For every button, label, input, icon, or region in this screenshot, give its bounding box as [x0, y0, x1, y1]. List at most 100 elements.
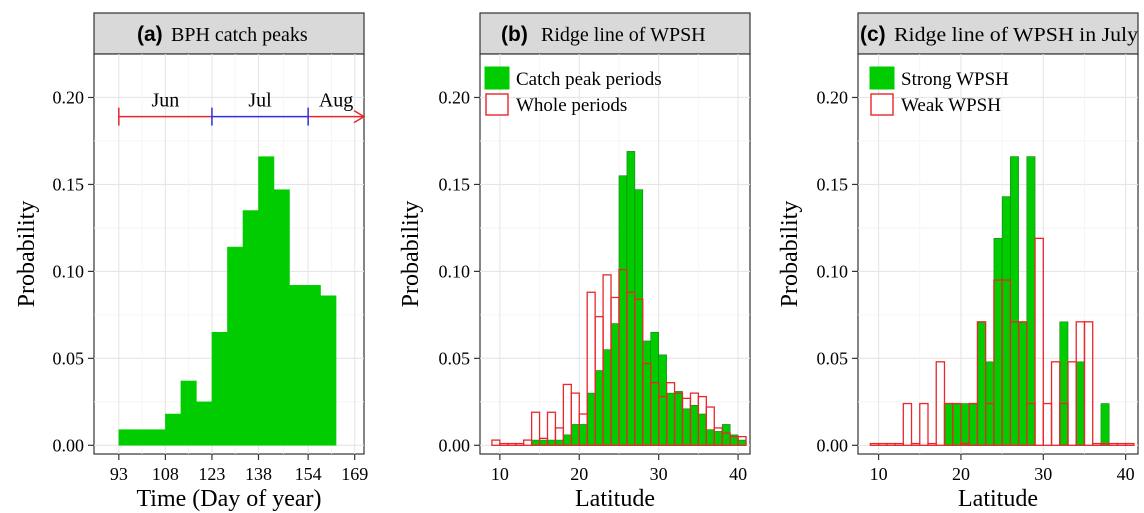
- month-label-aug: Aug: [319, 90, 353, 112]
- histogram-bar: [1059, 321, 1069, 446]
- panel-a-x-ticks: 93 108 123 138 154 169: [110, 454, 368, 484]
- histogram-bar: [634, 189, 644, 446]
- legend-swatch-whole: [485, 93, 509, 116]
- y-tick-label: 0.15: [439, 174, 471, 194]
- histogram-bar-outline: [976, 321, 987, 446]
- histogram-bar-outline: [491, 439, 501, 446]
- histogram-bar-outline: [737, 435, 747, 446]
- y-tick-label: 0.15: [53, 174, 85, 194]
- histogram-bar: [713, 431, 723, 446]
- histogram-bar: [165, 413, 182, 446]
- panel-a-strip: [93, 12, 365, 55]
- histogram-bar: [196, 401, 213, 446]
- histogram-bar: [1001, 196, 1011, 446]
- panel-c-y-ticks: 0.00 0.05 0.10 0.15 0.20: [817, 87, 858, 455]
- panel-a-y-ticks: 0.00 0.05 0.10 0.15 0.20: [53, 87, 94, 455]
- x-tick-label: 40: [1117, 464, 1135, 484]
- x-tick-label: 123: [198, 464, 225, 484]
- legend-label-catch-peak: Catch peak periods: [516, 69, 662, 90]
- x-tick-label: 40: [729, 464, 747, 484]
- x-tick-label: 10: [870, 464, 888, 484]
- x-tick-label: 10: [491, 464, 509, 484]
- histogram-bar-outline: [1017, 321, 1028, 446]
- histogram-bar: [242, 210, 259, 446]
- histogram-bar: [149, 429, 166, 446]
- histogram-bar-outline: [1124, 442, 1135, 446]
- histogram-bar: [1010, 156, 1019, 446]
- histogram-bar: [258, 156, 275, 446]
- x-tick-label: 169: [341, 464, 368, 484]
- histogram-bar: [134, 429, 151, 446]
- histogram-bar: [602, 349, 612, 446]
- histogram-bar: [952, 403, 962, 446]
- y-tick-label: 0.00: [439, 435, 471, 455]
- panel-b-title: Ridge line of WPSH: [541, 24, 706, 46]
- histogram-bar: [706, 429, 715, 446]
- histogram-bar: [211, 332, 228, 446]
- y-tick-label: 0.20: [817, 87, 849, 107]
- x-tick-label: 108: [152, 464, 179, 484]
- histogram-bar: [721, 424, 731, 446]
- panel-c-x-axis-title: Latitude: [958, 486, 1038, 512]
- panel-c-x-ticks: 10 20 30 40: [870, 454, 1135, 484]
- legend-swatch-weak: [870, 93, 894, 116]
- histogram-bar: [547, 439, 556, 446]
- month-label-jun: Jun: [151, 90, 179, 112]
- x-tick-label: 93: [110, 464, 128, 484]
- y-tick-label: 0.00: [817, 435, 849, 455]
- histogram-bar: [531, 439, 540, 446]
- histogram-bar: [618, 175, 628, 446]
- panel-b-x-axis-title: Latitude: [575, 486, 655, 512]
- x-tick-label: 30: [1034, 464, 1052, 484]
- y-tick-label: 0.00: [53, 435, 85, 455]
- histogram-bar: [1018, 321, 1028, 446]
- y-tick-label: 0.10: [439, 261, 471, 281]
- histogram-bar: [737, 439, 747, 446]
- histogram-bar: [944, 403, 954, 446]
- panel-c: (c) Ridge line of WPSH in July Strong WP…: [777, 12, 1139, 512]
- y-tick-label: 0.20: [439, 87, 471, 107]
- y-tick-label: 0.10: [53, 261, 85, 281]
- histogram-bar: [993, 238, 1003, 446]
- histogram-bar: [555, 439, 564, 446]
- x-tick-label: 154: [295, 464, 322, 484]
- panel-b-y-ticks: 0.00 0.05 0.10 0.15 0.20: [439, 87, 480, 455]
- panel-b-label: (b): [501, 23, 528, 46]
- legend-swatch-strong: [869, 66, 895, 90]
- y-tick-label: 0.10: [817, 261, 849, 281]
- histogram-bar: [666, 392, 675, 446]
- panel-b-y-axis-title: Probability: [398, 201, 424, 308]
- histogram-bar: [571, 424, 580, 446]
- y-tick-label: 0.05: [817, 348, 849, 368]
- histogram-bar-outline: [952, 402, 962, 446]
- histogram-bar: [658, 354, 667, 446]
- panel-a-x-axis-title: Time (Day of year): [136, 486, 321, 512]
- histogram-bar: [650, 331, 659, 446]
- y-tick-label: 0.20: [53, 87, 85, 107]
- histogram-bar: [1026, 156, 1036, 446]
- histogram-bar: [539, 439, 548, 446]
- histogram-bar: [1075, 361, 1085, 446]
- histogram-bar: [304, 285, 321, 446]
- legend-swatch-catch-peak: [484, 66, 510, 90]
- histogram-bar: [586, 392, 596, 446]
- panel-a-y-axis-title: Probability: [14, 201, 40, 308]
- panel-c-label: (c): [860, 23, 886, 46]
- histogram-bar: [690, 405, 699, 446]
- histogram-bar-outline: [1083, 321, 1094, 446]
- histogram-bar: [563, 434, 572, 446]
- histogram-bar: [610, 323, 620, 446]
- legend-label-weak: Weak WPSH: [901, 95, 1001, 116]
- panel-a-month-arrows: Jun Jul Aug: [118, 90, 366, 126]
- panel-b-bars: [491, 151, 747, 446]
- panel-a-title: BPH catch peaks: [171, 24, 308, 46]
- histogram-bar: [1100, 403, 1110, 446]
- histogram-bar: [674, 391, 683, 446]
- panel-c-bars: [869, 156, 1135, 446]
- panel-c-legend: Strong WPSH Weak WPSH: [869, 66, 1009, 116]
- x-tick-label: 20: [952, 464, 970, 484]
- y-tick-label: 0.15: [817, 174, 849, 194]
- histogram-bar: [273, 189, 290, 446]
- histogram-bar-outline: [530, 411, 541, 446]
